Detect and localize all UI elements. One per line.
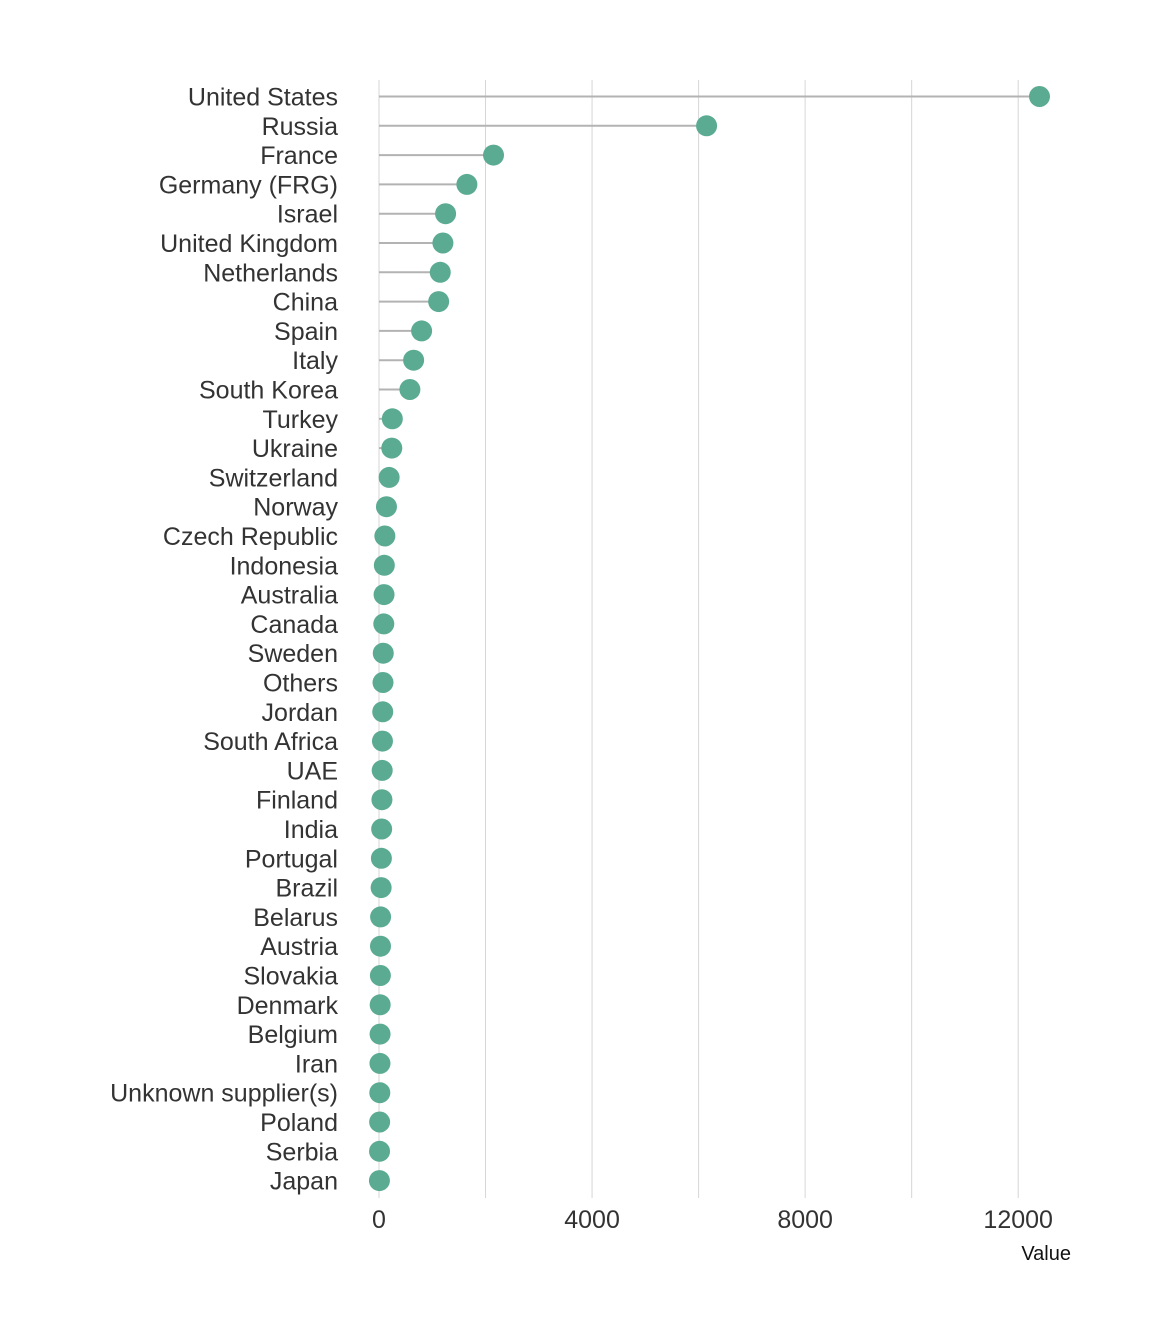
category-label-indonesia: Indonesia — [230, 552, 339, 580]
category-label-russia: Russia — [262, 113, 339, 141]
dot-portugal — [370, 847, 392, 869]
category-label-south-africa: South Africa — [203, 728, 338, 756]
stems — [379, 95, 1040, 1182]
dot-norway — [375, 496, 397, 518]
dot-india — [371, 818, 393, 840]
category-label-uae: UAE — [287, 757, 338, 785]
dot-brazil — [370, 877, 392, 899]
category-label-israel: Israel — [277, 201, 338, 229]
category-label-ukraine: Ukraine — [252, 435, 338, 463]
x-axis-title: Value — [1021, 1243, 1071, 1265]
dot-belarus — [370, 906, 392, 928]
dot-switzerland — [378, 466, 400, 488]
dot-france — [483, 144, 505, 166]
category-label-australia: Australia — [241, 582, 338, 610]
dot-poland — [369, 1111, 391, 1133]
gridlines — [378, 80, 1019, 1198]
dot-canada — [373, 613, 395, 635]
dot-netherlands — [429, 261, 451, 283]
category-label-united-states: United States — [188, 84, 338, 112]
category-label-denmark: Denmark — [237, 992, 339, 1020]
category-label-india: India — [284, 816, 338, 844]
dot-austria — [369, 935, 391, 957]
category-label-italy: Italy — [292, 347, 338, 375]
x-tick-labels: 0 4000 8000 12000 — [372, 1206, 1053, 1234]
dot-serbia — [369, 1140, 391, 1162]
category-label-south-korea: South Korea — [199, 377, 338, 405]
dot-ukraine — [381, 437, 403, 459]
category-label-china: China — [273, 289, 338, 317]
dot-turkey — [381, 408, 403, 430]
category-label-others: Others — [263, 670, 338, 698]
dot-sweden — [372, 642, 394, 664]
dot-south-korea — [399, 379, 421, 400]
dot-czech-republic — [374, 525, 396, 547]
dot-uae — [371, 759, 393, 781]
category-label-germany-frg: Germany (FRG) — [159, 171, 338, 199]
category-label-belarus: Belarus — [253, 904, 338, 932]
dot-south-africa — [371, 730, 393, 752]
category-label-slovakia: Slovakia — [244, 963, 339, 991]
category-label-canada: Canada — [250, 611, 338, 639]
category-label-austria: Austria — [260, 933, 338, 961]
dot-united-kingdom — [432, 232, 454, 254]
category-label-norway: Norway — [253, 494, 338, 522]
dot-denmark — [369, 994, 391, 1016]
dot-israel — [435, 203, 457, 225]
dot-others — [372, 672, 394, 693]
category-label-turkey: Turkey — [263, 406, 339, 434]
category-label-czech-republic: Czech Republic — [163, 523, 338, 551]
dot-australia — [373, 584, 395, 606]
dot-spain — [411, 320, 433, 342]
category-label-spain: Spain — [274, 318, 338, 346]
dot-jordan — [372, 701, 394, 723]
dot-china — [428, 291, 450, 313]
x-tick-label-4000: 4000 — [564, 1206, 620, 1234]
category-label-switzerland: Switzerland — [209, 464, 338, 492]
category-label-poland: Poland — [260, 1109, 338, 1137]
dot-germany-frg — [456, 173, 478, 195]
x-tick-label-8000: 8000 — [777, 1206, 833, 1234]
category-label-iran: Iran — [295, 1050, 338, 1078]
dot-russia — [696, 115, 718, 137]
dot-slovakia — [369, 965, 391, 986]
dot-unknown-supplier-s — [369, 1082, 391, 1104]
category-label-portugal: Portugal — [245, 845, 338, 873]
dot-indonesia — [373, 554, 395, 576]
category-label-brazil: Brazil — [275, 875, 338, 903]
category-label-netherlands: Netherlands — [203, 259, 338, 287]
dot-iran — [369, 1052, 391, 1074]
x-tick-label-0: 0 — [372, 1206, 386, 1234]
category-label-jordan: Jordan — [262, 699, 338, 727]
dot-finland — [371, 789, 393, 811]
dot-italy — [403, 349, 425, 371]
category-label-belgium: Belgium — [248, 1021, 338, 1049]
category-label-japan: Japan — [270, 1168, 338, 1196]
dot-belgium — [369, 1023, 391, 1045]
category-label-france: France — [260, 142, 338, 170]
category-label-unknown-supplier-s: Unknown supplier(s) — [110, 1080, 338, 1108]
dot-united-states — [1029, 86, 1050, 107]
category-label-sweden: Sweden — [248, 640, 338, 668]
category-label-united-kingdom: United Kingdom — [160, 230, 338, 258]
category-label-finland: Finland — [256, 787, 338, 815]
category-label-serbia: Serbia — [266, 1138, 338, 1166]
dots — [368, 86, 1050, 1192]
dot-japan — [368, 1170, 390, 1192]
x-tick-label-12000: 12000 — [983, 1206, 1053, 1234]
